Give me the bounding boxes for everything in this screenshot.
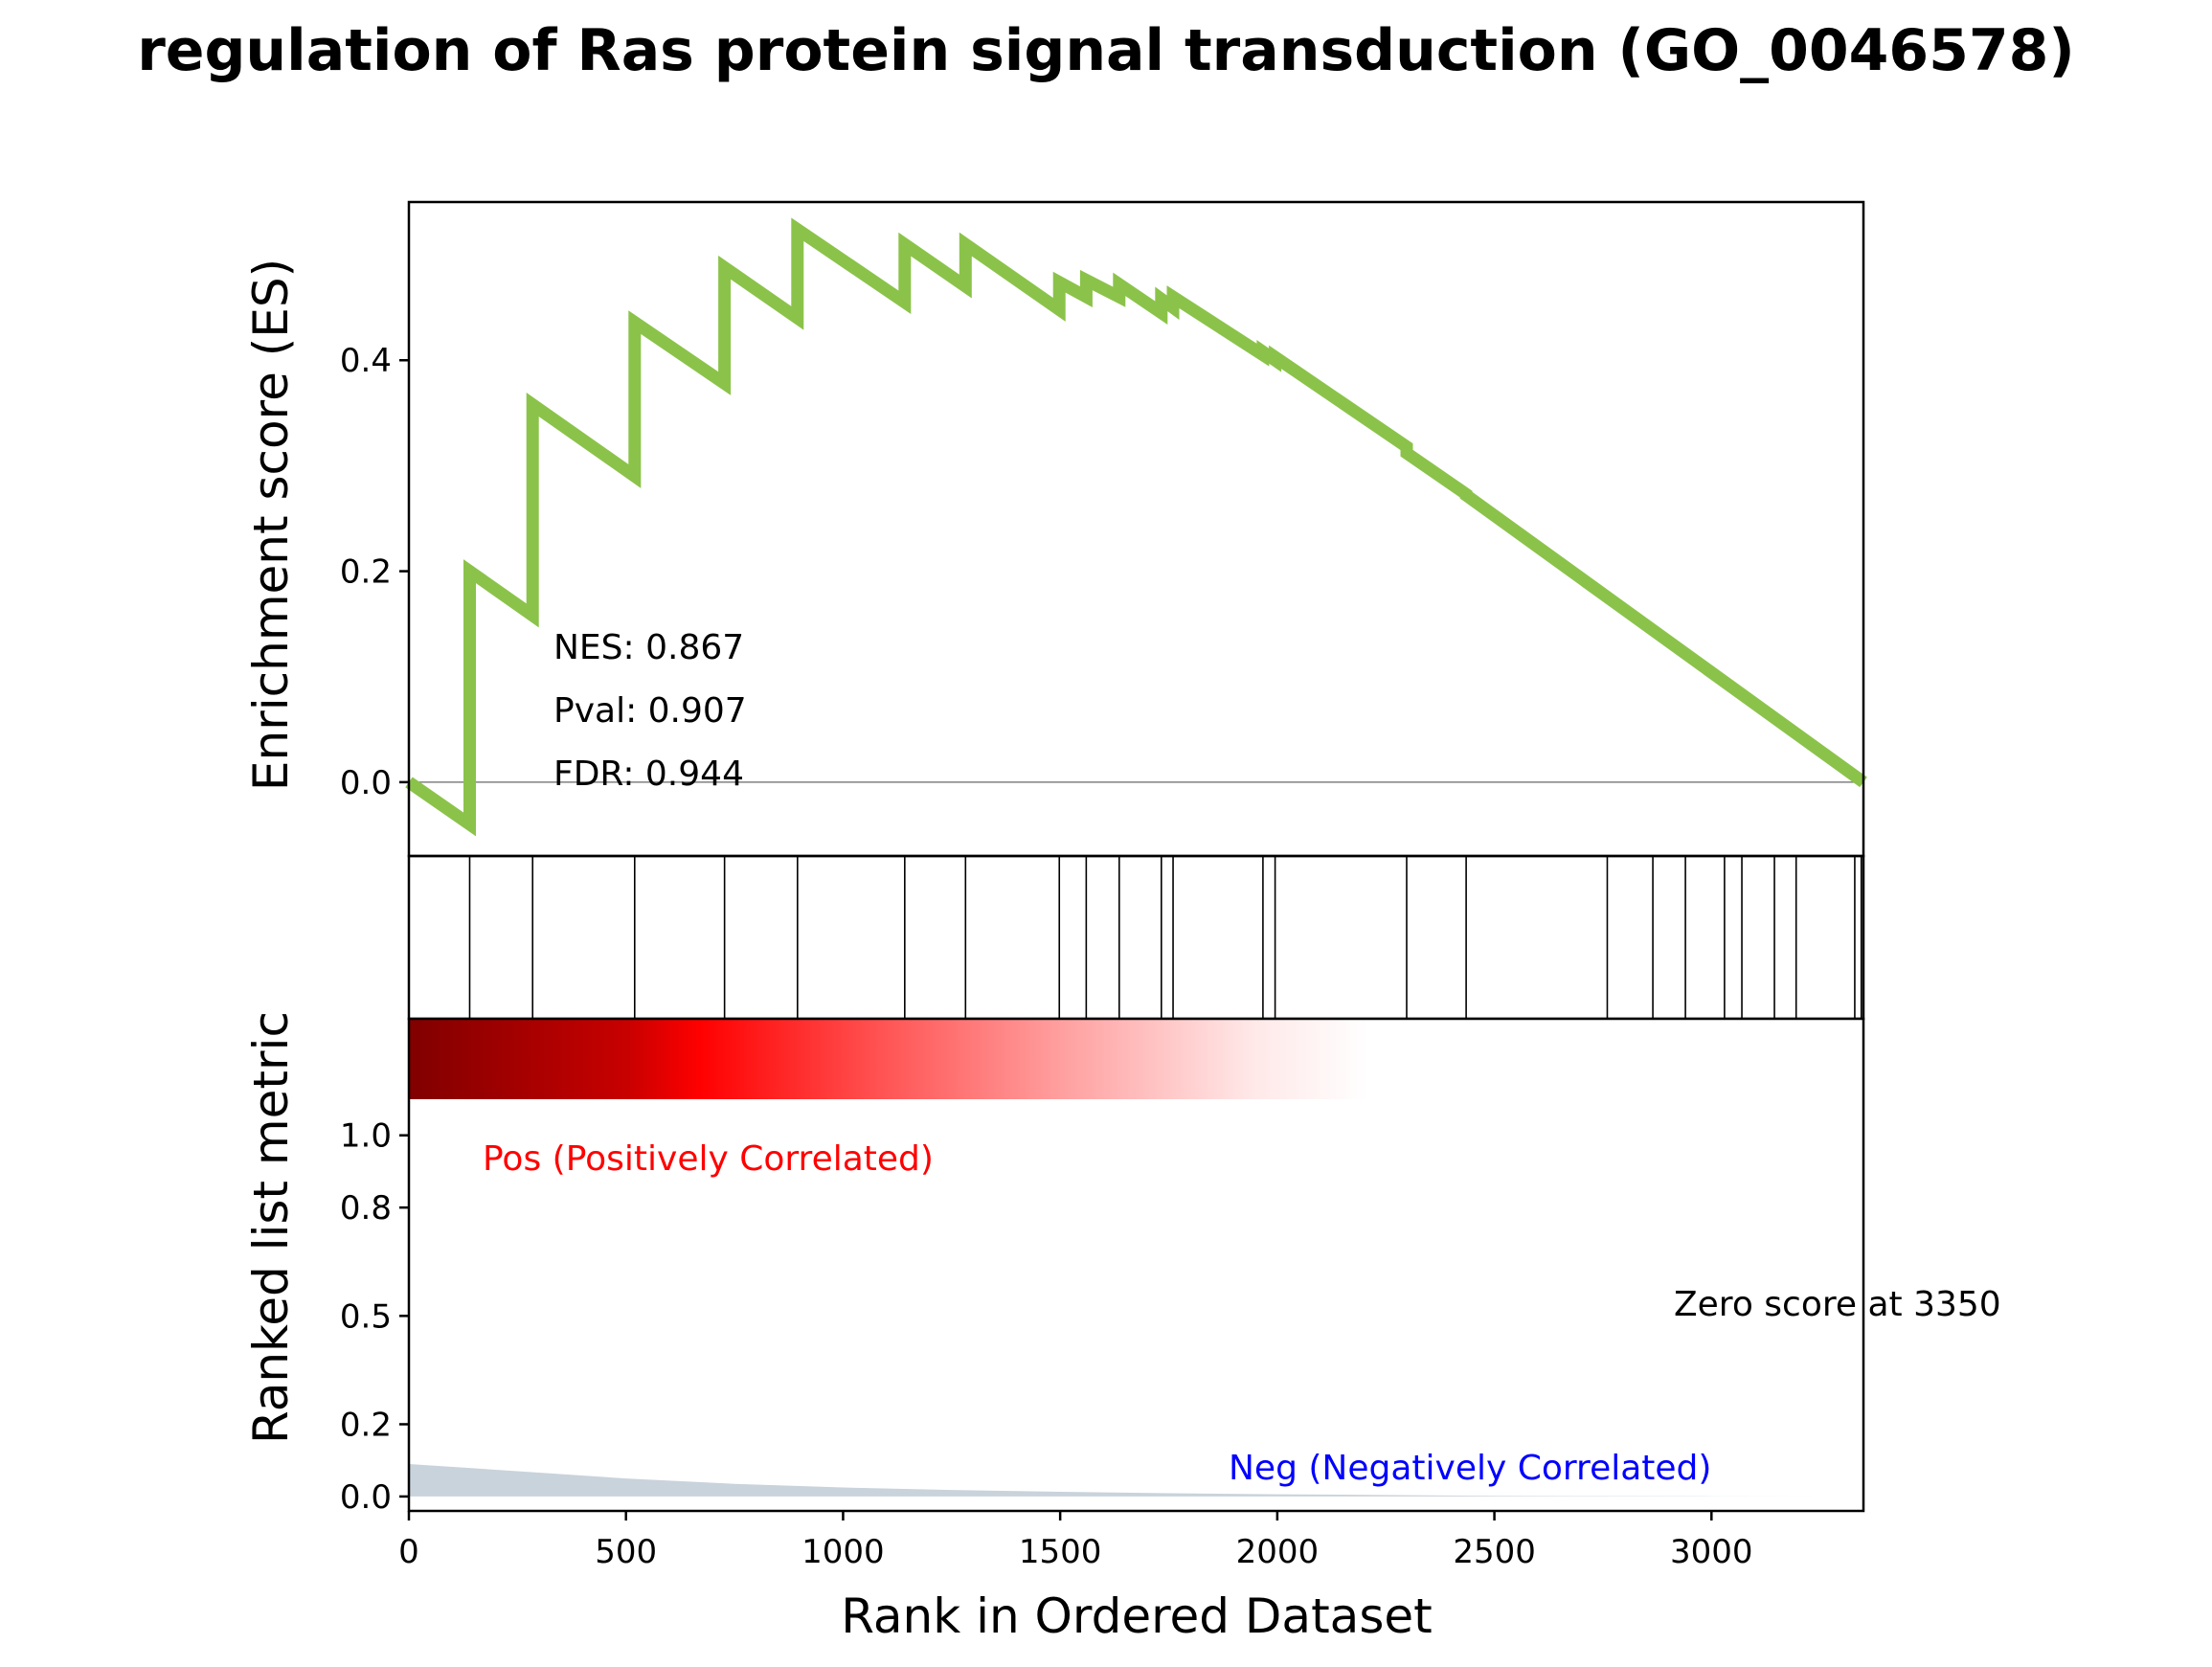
es-y-axis: 0.0 0.2 0.4 <box>340 342 409 802</box>
x-tick-label: 2500 <box>1453 1533 1536 1571</box>
rank-y-tick-label: 0.8 <box>340 1189 392 1228</box>
hits-panel <box>407 854 1865 1021</box>
rank-y-tick-label: 0.5 <box>340 1297 392 1336</box>
es-y-tick-label: 0.0 <box>340 764 392 802</box>
rank-panel: 0.0 0.2 0.5 0.8 1.0 Pos (Positively Correlat… <box>243 1011 2001 1517</box>
ranked-metric-area <box>409 1464 1863 1497</box>
rank-y-tick-label: 1.0 <box>340 1117 392 1156</box>
chart-title: regulation of Ras protein signal transdu… <box>137 17 2075 84</box>
neg-label: Neg (Negatively Correlated) <box>1229 1449 1711 1488</box>
rank-panel-frame <box>407 1017 1865 1513</box>
pval-annotation: Pval: 0.907 <box>553 691 747 731</box>
x-tick-label: 500 <box>595 1533 657 1571</box>
rank-y-axis: 0.0 0.2 0.5 0.8 1.0 <box>340 1117 409 1517</box>
es-y-axis-label: Enrichment score (ES) <box>243 259 299 791</box>
es-y-tick-label: 0.4 <box>340 342 392 380</box>
rank-heatmap <box>409 1019 1863 1099</box>
rank-y-tick-label: 0.2 <box>340 1406 392 1444</box>
x-axis: 0 500 1000 1500 2000 2500 3000 <box>398 1511 1753 1571</box>
es-y-tick-label: 0.2 <box>340 553 392 592</box>
x-tick-label: 2000 <box>1236 1533 1320 1571</box>
x-tick-label: 0 <box>398 1533 419 1571</box>
es-curve <box>405 217 1867 837</box>
x-axis-label: Rank in Ordered Dataset <box>841 1588 1432 1644</box>
hits-panel-frame <box>407 854 1865 1021</box>
fdr-annotation: FDR: 0.944 <box>553 755 744 794</box>
zero-score-label: Zero score at 3350 <box>1674 1285 2001 1324</box>
rank-y-tick-label: 0.0 <box>340 1478 392 1517</box>
x-tick-label: 3000 <box>1670 1533 1753 1571</box>
x-tick-label: 1000 <box>801 1533 885 1571</box>
rank-y-axis-label: Ranked list metric <box>243 1011 299 1444</box>
nes-annotation: NES: 0.867 <box>553 628 744 667</box>
x-tick-label: 1500 <box>1019 1533 1102 1571</box>
pos-label: Pos (Positively Correlated) <box>483 1139 934 1179</box>
hit-lines <box>468 856 1862 1019</box>
es-panel: 0.0 0.2 0.4 NES: 0.867 Pval: 0.907 FDR: 0.… <box>243 200 1867 858</box>
